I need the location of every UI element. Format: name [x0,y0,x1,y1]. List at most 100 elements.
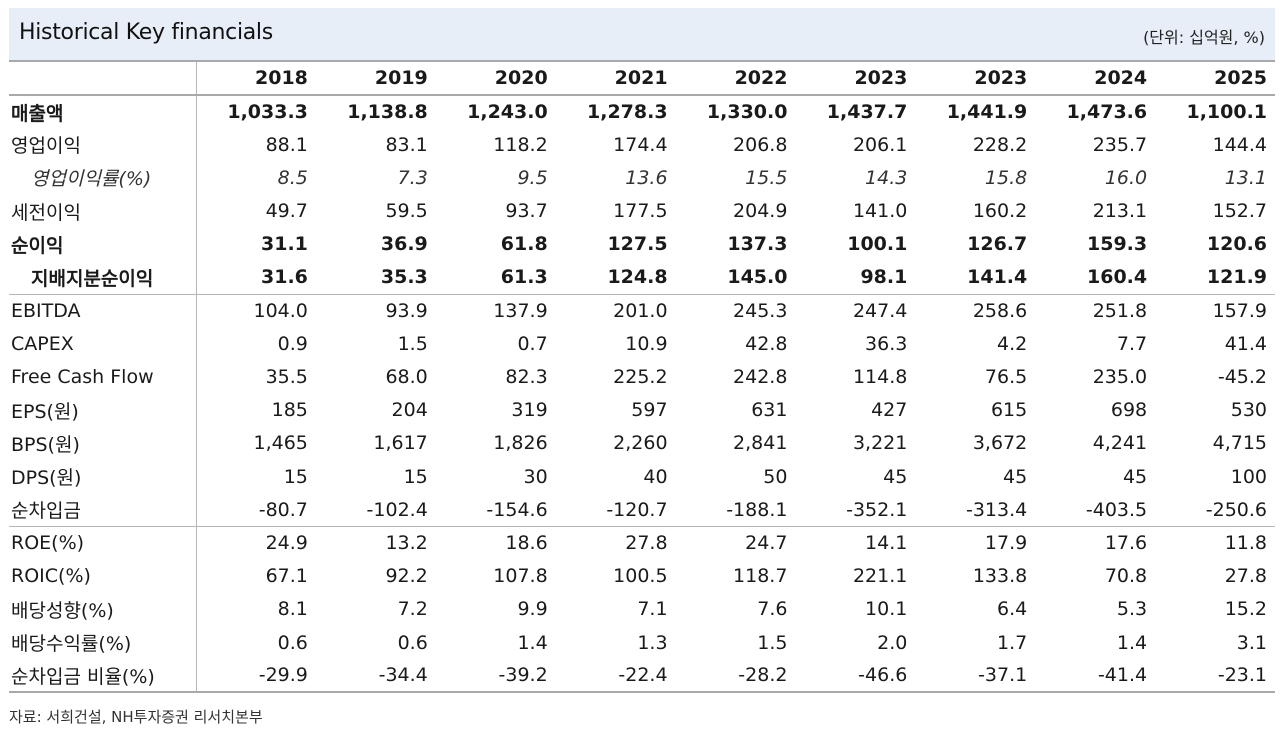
row-label: 배당수익률(%) [9,626,197,660]
table-cell: 141.0 [852,200,908,223]
table-cell: 228.2 [972,133,1028,156]
row-label: 영업이익률(%) [9,161,197,195]
table-cell: 50 [763,465,788,488]
table-cell: 67.1 [265,565,308,588]
table-cell: 42.8 [745,332,788,355]
table-cell: 1.3 [637,631,668,654]
table-cell: 174.4 [613,133,668,156]
row-label: BPS(원) [9,426,197,461]
table-row: 순이익 31.1 36.9 61.8 127.5 137.3 100.1 126.7 159.3… [9,227,1275,261]
table-cell: 206.8 [733,133,788,156]
year-header: 2022 [675,60,796,96]
table-cell: 14.1 [795,525,916,560]
table-row: 매출액 1,033.3 1,138.8 1,243.0 1,278.3 1,330.0 1,… [9,95,1275,129]
source-note: 자료: 서희건설, NH투자증권 리서치본부 [9,708,263,726]
table-cell: 631 [751,399,788,422]
row-label: ROIC(%) [9,559,197,593]
row-label: CAPEX [9,327,197,361]
table-cell: 13.2 [315,525,436,560]
table-cell: 1,826 [493,432,548,455]
table-cell: 1,138.8 [347,101,428,124]
table-cell: -34.4 [315,659,436,694]
table-row: BPS(원) 1,465 1,617 1,826 2,260 2,841 3,221 3,67… [9,426,1275,461]
table-row: 지배지분순이익 31.6 35.3 61.3 124.8 145.0 98.1 141.4 16… [9,260,1275,295]
table-cell: 30 [523,465,548,488]
year-header: 2018 [196,60,316,96]
row-label: 지배지분순이익 [9,260,197,295]
row-label: 영업이익 [9,128,197,162]
table-cell: 247.4 [795,293,916,328]
table-cell: -154.6 [486,498,548,521]
table-cell: 3,672 [972,432,1028,455]
table-cell: 159.3 [1087,233,1148,256]
table-cell: 68.0 [385,366,428,389]
table-cell: 121.9 [1206,266,1268,289]
table-cell: 27.8 [1224,565,1268,588]
year-header: 2021 [555,60,676,96]
table-row: Free Cash Flow 35.5 68.0 82.3 225.2 242.8 114.… [9,360,1275,394]
table-cell: 4,241 [1092,432,1148,455]
table-cell: 3.1 [1236,631,1268,654]
table-cell: -29.9 [196,659,316,694]
table-cell: 18.6 [435,525,556,560]
table-row: 순차입금 -80.7 -102.4 -154.6 -120.7 -188.1 -352.1 -… [9,493,1275,527]
table-cell: 137.9 [435,293,556,328]
table-cell: 204 [391,399,428,422]
table-cell: 319 [511,399,548,422]
table-cell: 7.1 [637,598,668,621]
year-header-row: 2018 2019 2020 2021 2022 2023 2023 2024 … [9,60,1276,96]
table-cell: 93.9 [315,293,436,328]
table-cell: 2.0 [877,631,908,654]
table-cell: 213.1 [1092,200,1148,223]
table-row: ROE(%) 24.9 13.2 18.6 27.8 24.7 14.1 17.9 17.6 11… [9,525,1276,560]
table-row: 영업이익 88.1 83.1 118.2 174.4 206.8 206.1 228.2 235… [9,128,1275,162]
table-cell: 11.8 [1155,525,1276,560]
table-cell: -22.4 [555,659,676,694]
table-cell: -41.4 [1035,659,1156,694]
year-header: 2023 [795,60,916,96]
table-cell: -28.2 [675,659,796,694]
table-cell: 16.0 [1104,166,1148,189]
table-row: 세전이익 49.7 59.5 93.7 177.5 204.9 141.0 160.2 213.… [9,194,1275,228]
table-row: ROIC(%) 67.1 92.2 107.8 100.5 118.7 221.1 133.8… [9,559,1275,593]
table-cell: 137.3 [727,233,788,256]
table-cell: 145.0 [727,266,788,289]
table-cell: 15 [283,465,308,488]
table-cell: -23.1 [1155,659,1276,694]
table-cell: 258.6 [915,293,1036,328]
table-cell: 49.7 [265,200,308,223]
row-label: 순이익 [9,227,197,261]
table-cell: 7.6 [757,598,788,621]
table-cell: -46.6 [795,659,916,694]
table-cell: 1,441.9 [946,101,1028,124]
table-cell: 107.8 [493,565,548,588]
table-cell: -45.2 [1217,366,1268,389]
table-cell: 1,330.0 [706,101,788,124]
table-cell: 88.1 [265,133,308,156]
table-cell: 31.1 [261,233,308,256]
table-cell: 100.1 [847,233,908,256]
table-cell: 160.2 [972,200,1028,223]
table-header-bar: Historical Key financials (단위: 십억원, %) [9,8,1275,60]
table-row: DPS(원) 15 15 30 40 50 45 45 45 100 [9,460,1275,494]
table-cell: 93.7 [505,200,548,223]
table-cell: 9.5 [517,166,548,189]
table-cell: 98.1 [860,266,908,289]
table-cell: 9.9 [517,598,548,621]
table-cell: 83.1 [385,133,428,156]
table-cell: 251.8 [1035,293,1156,328]
row-label: DPS(원) [9,460,197,494]
table-cell: 100.5 [613,565,668,588]
table-cell: 41.4 [1224,332,1268,355]
table-cell: 1.7 [997,631,1028,654]
table-cell: 2,260 [613,432,668,455]
table-title: Historical Key financials [19,20,273,45]
table-cell: -102.4 [366,498,428,521]
row-label: 순차입금 비율(%) [9,659,197,694]
table-cell: 2,841 [733,432,788,455]
table-cell: 698 [1110,399,1148,422]
table-cell: 124.8 [607,266,668,289]
row-label: Free Cash Flow [9,360,197,394]
table-cell: -250.6 [1205,498,1268,521]
table-cell: -403.5 [1085,498,1148,521]
